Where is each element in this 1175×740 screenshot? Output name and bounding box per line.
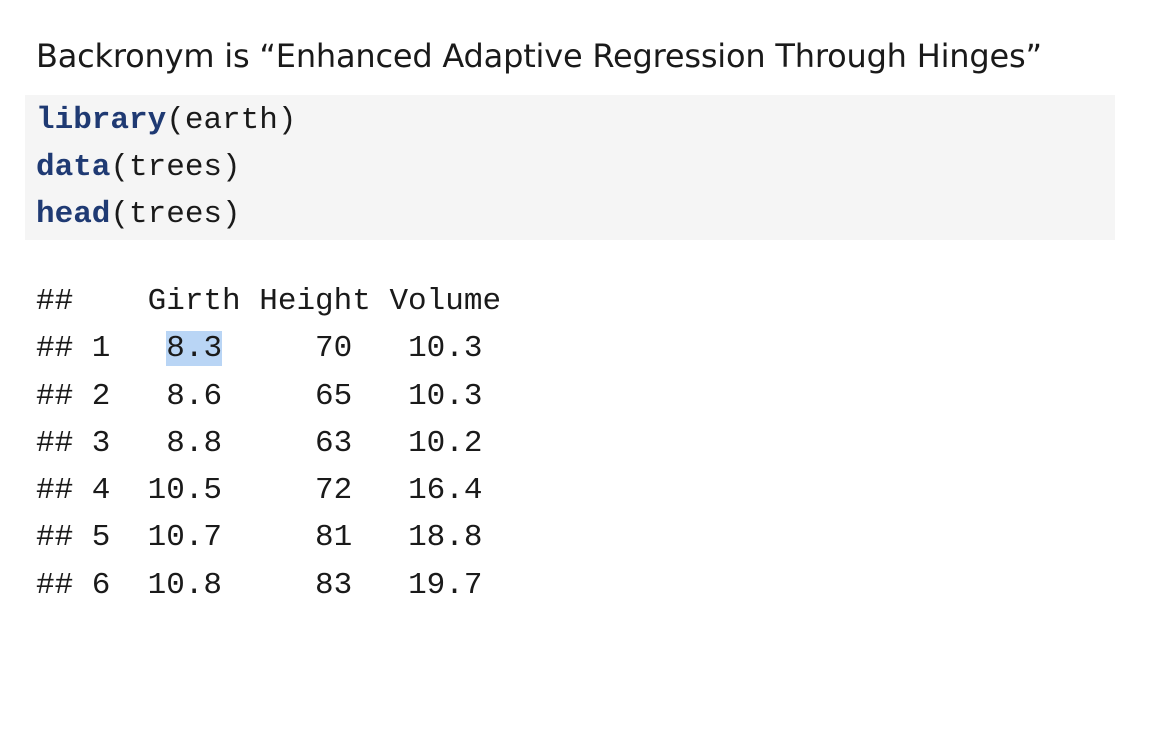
cell-girth: 10.8 — [147, 567, 223, 603]
cell-girth: 10.7 — [147, 520, 223, 556]
slide-heading: Backronym is “Enhanced Adaptive Regressi… — [36, 37, 1042, 75]
function-args: (trees) — [110, 150, 241, 185]
row-prefix: ## 5 — [36, 520, 148, 556]
row-rest: 81 18.8 — [222, 520, 483, 556]
function-args: (trees) — [110, 197, 241, 232]
row-prefix: ## 2 — [36, 378, 167, 414]
row-rest: 72 16.4 — [222, 473, 483, 509]
function-name: head — [36, 197, 111, 232]
row-prefix: ## 1 — [36, 331, 167, 367]
console-output[interactable]: ## Girth Height Volume ## 1 8.3 70 10.3 … — [36, 278, 501, 609]
cell-girth: 8.6 — [166, 378, 223, 414]
code-line-library[interactable]: library(earth) — [36, 97, 1115, 144]
function-args: (earth) — [166, 103, 297, 138]
output-row: ## 6 10.8 83 19.7 — [36, 562, 501, 609]
function-name: data — [36, 150, 111, 185]
function-name: library — [36, 103, 167, 138]
output-row: ## 1 8.3 70 10.3 — [36, 325, 501, 372]
row-rest: 70 10.3 — [222, 331, 483, 367]
selected-cell-girth[interactable]: 8.3 — [166, 331, 223, 367]
cell-girth: 10.5 — [147, 473, 223, 509]
output-row: ## 2 8.6 65 10.3 — [36, 373, 501, 420]
code-block[interactable]: library(earth) data(trees) head(trees) — [25, 95, 1115, 240]
row-rest: 65 10.3 — [222, 378, 483, 414]
row-rest: 83 19.7 — [222, 567, 483, 603]
code-line-data[interactable]: data(trees) — [36, 144, 1115, 191]
output-row: ## 3 8.8 63 10.2 — [36, 420, 501, 467]
row-rest: 63 10.2 — [222, 425, 483, 461]
output-row: ## 5 10.7 81 18.8 — [36, 514, 501, 561]
row-prefix: ## 3 — [36, 425, 167, 461]
output-row: ## 4 10.5 72 16.4 — [36, 467, 501, 514]
output-header: ## Girth Height Volume — [36, 284, 502, 319]
row-prefix: ## 6 — [36, 567, 148, 603]
code-line-head[interactable]: head(trees) — [36, 191, 1115, 238]
cell-girth: 8.8 — [166, 425, 223, 461]
row-prefix: ## 4 — [36, 473, 148, 509]
